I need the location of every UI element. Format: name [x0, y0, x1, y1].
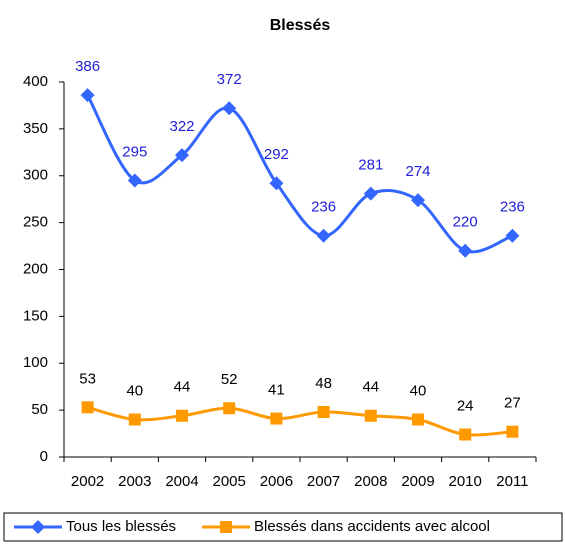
data-label: 236 — [311, 199, 336, 216]
x-tick-label: 2002 — [71, 473, 104, 490]
data-point — [363, 186, 378, 201]
data-point — [411, 193, 425, 208]
data-point — [175, 148, 189, 163]
x-tick-label: 2004 — [165, 473, 198, 490]
data-label: 220 — [453, 214, 478, 231]
data-point — [269, 176, 284, 191]
x-tick-label: 2003 — [118, 473, 151, 490]
data-label: 44 — [174, 379, 191, 396]
data-label: 295 — [122, 143, 147, 160]
data-label: 44 — [362, 379, 379, 396]
x-tick-label: 2011 — [496, 473, 528, 490]
data-label: 52 — [221, 371, 238, 388]
data-point — [81, 401, 94, 414]
legend-marker — [220, 521, 232, 533]
y-tick-label: 150 — [23, 307, 48, 324]
y-tick-label: 200 — [23, 260, 48, 277]
y-tick-label: 50 — [31, 401, 48, 418]
data-point — [506, 425, 519, 438]
data-label: 322 — [169, 118, 194, 135]
data-point — [505, 228, 520, 243]
data-point — [176, 409, 188, 422]
data-label: 53 — [79, 370, 96, 387]
data-label: 48 — [315, 375, 332, 392]
x-tick-label: 2006 — [260, 473, 293, 490]
y-tick-label: 300 — [23, 167, 48, 184]
legend-marker — [31, 520, 45, 534]
data-point — [80, 88, 95, 103]
x-tick-label: 2007 — [307, 473, 340, 490]
data-label: 24 — [457, 397, 474, 414]
chart-title: Blessés — [270, 17, 331, 34]
data-point — [459, 428, 472, 441]
data-point — [412, 413, 424, 426]
x-tick-label: 2005 — [213, 473, 246, 490]
data-label: 236 — [500, 199, 525, 216]
y-tick-label: 350 — [23, 120, 48, 137]
x-tick-label: 2010 — [449, 473, 482, 490]
data-point — [316, 228, 331, 243]
data-point — [270, 412, 283, 425]
data-point — [364, 409, 377, 422]
data-label: 372 — [217, 71, 242, 88]
series-line — [87, 405, 513, 437]
data-label: 274 — [405, 163, 430, 180]
data-point — [223, 402, 236, 415]
data-point — [222, 101, 237, 116]
data-label: 292 — [264, 146, 289, 163]
y-tick-label: 100 — [23, 354, 48, 371]
y-tick-label: 0 — [40, 448, 48, 465]
data-label: 41 — [268, 382, 285, 399]
data-point — [128, 413, 141, 426]
data-label: 27 — [504, 395, 521, 412]
y-tick-label: 400 — [23, 73, 48, 90]
series-line — [86, 94, 513, 254]
x-tick-label: 2008 — [354, 473, 387, 490]
data-label: 281 — [358, 157, 383, 174]
data-label: 386 — [75, 58, 100, 75]
data-point — [317, 406, 330, 418]
legend-label: Blessés dans accidents avec alcool — [254, 518, 490, 535]
data-point — [458, 243, 473, 258]
y-tick-label: 250 — [23, 214, 48, 231]
data-label: 40 — [126, 382, 143, 399]
data-point — [127, 173, 142, 188]
x-tick-label: 2009 — [401, 473, 434, 490]
legend-label: Tous les blessés — [66, 518, 176, 535]
data-label: 40 — [410, 382, 427, 399]
legend-box — [3, 512, 563, 542]
